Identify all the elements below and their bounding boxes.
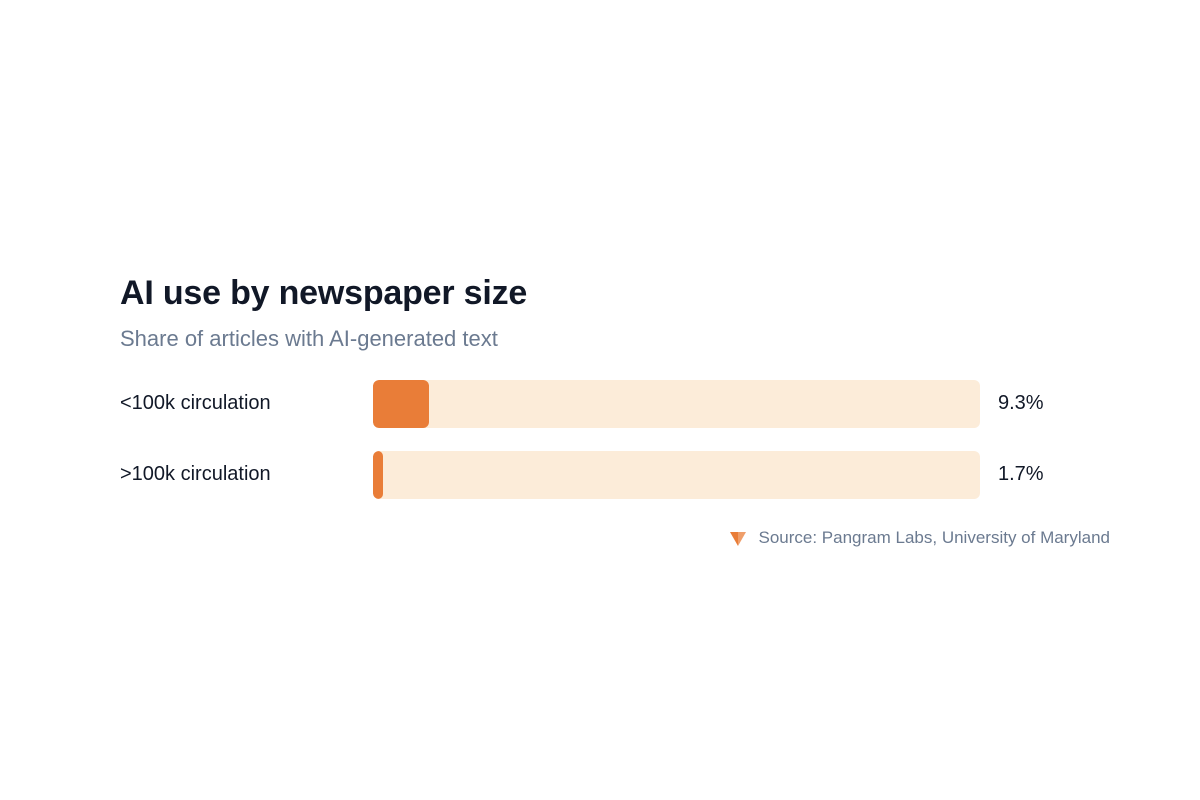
bar-value-label: 1.7% xyxy=(998,463,1044,485)
bar-category-label: <100k circulation xyxy=(120,392,271,414)
bar xyxy=(373,380,430,428)
source-note: Source: Pangram Labs, University of Mary… xyxy=(729,528,1111,548)
bar-row: >100k circulation 1.7% xyxy=(120,451,1120,499)
bar-value-label: 9.3% xyxy=(998,392,1044,414)
bar-track xyxy=(373,451,980,499)
bar xyxy=(373,451,384,499)
chart-title: AI use by newspaper size xyxy=(120,274,528,312)
source-text: Source: Pangram Labs, University of Mary… xyxy=(758,528,1111,547)
pangram-logo-icon xyxy=(729,532,746,546)
chart-card: AI use by newspaper size Share of articl… xyxy=(120,270,1120,560)
bar-row: <100k circulation 9.3% xyxy=(120,380,1120,428)
chart-subtitle: Share of articles with AI-generated text xyxy=(120,326,498,351)
bar-category-label: >100k circulation xyxy=(120,463,271,485)
bar-track xyxy=(373,380,980,428)
